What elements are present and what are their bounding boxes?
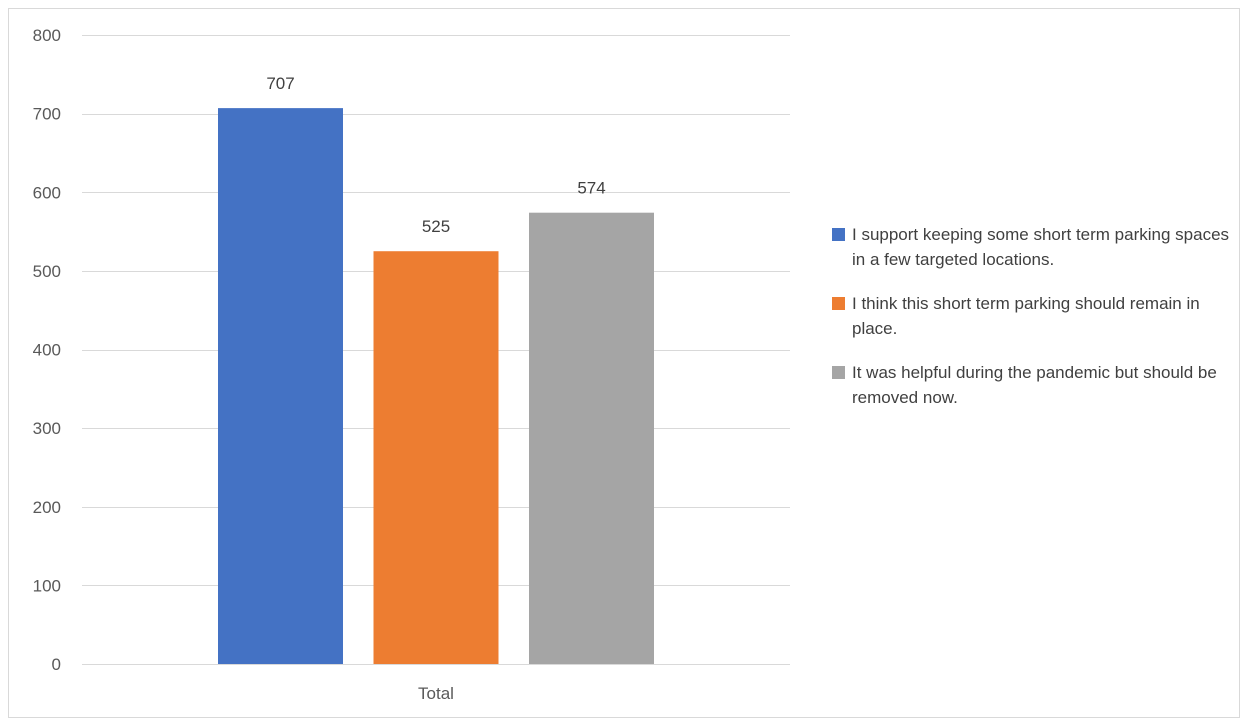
y-tick-label: 0 <box>52 655 61 674</box>
y-tick-label: 300 <box>33 419 61 438</box>
y-tick-label: 700 <box>33 105 61 124</box>
data-labels: 707 525 574 <box>266 74 605 236</box>
bar-series-1 <box>218 108 343 665</box>
legend-item-series-2: I think this short term parking should r… <box>832 291 1237 341</box>
data-label-series-3: 574 <box>577 179 605 198</box>
data-label-series-2: 525 <box>422 217 450 236</box>
legend-swatch-series-2 <box>832 297 845 310</box>
y-tick-label: 200 <box>33 498 61 517</box>
y-tick-label: 500 <box>33 262 61 281</box>
y-tick-label: 600 <box>33 183 61 202</box>
bar-series-3 <box>529 212 654 664</box>
y-axis-tick-labels: 0 100 200 300 400 500 600 700 800 <box>33 26 61 674</box>
y-tick-label: 400 <box>33 341 61 360</box>
x-tick-label: Total <box>418 684 454 703</box>
y-tick-label: 800 <box>33 26 61 45</box>
legend-label-series-1: I support keeping some short term parkin… <box>852 225 1230 269</box>
x-axis-tick-labels: Total <box>418 684 454 703</box>
data-label-series-1: 707 <box>266 74 294 93</box>
bar-series-2 <box>373 251 499 664</box>
bars <box>218 108 654 665</box>
legend-label-series-3: It was helpful during the pandemic but s… <box>852 363 1217 407</box>
legend: I support keeping some short term parkin… <box>832 222 1237 429</box>
legend-item-series-1: I support keeping some short term parkin… <box>832 222 1237 272</box>
legend-item-series-3: It was helpful during the pandemic but s… <box>832 360 1237 410</box>
legend-swatch-series-1 <box>832 228 845 241</box>
y-tick-label: 100 <box>33 576 61 595</box>
legend-swatch-series-3 <box>832 366 845 379</box>
legend-label-series-2: I think this short term parking should r… <box>852 294 1200 338</box>
